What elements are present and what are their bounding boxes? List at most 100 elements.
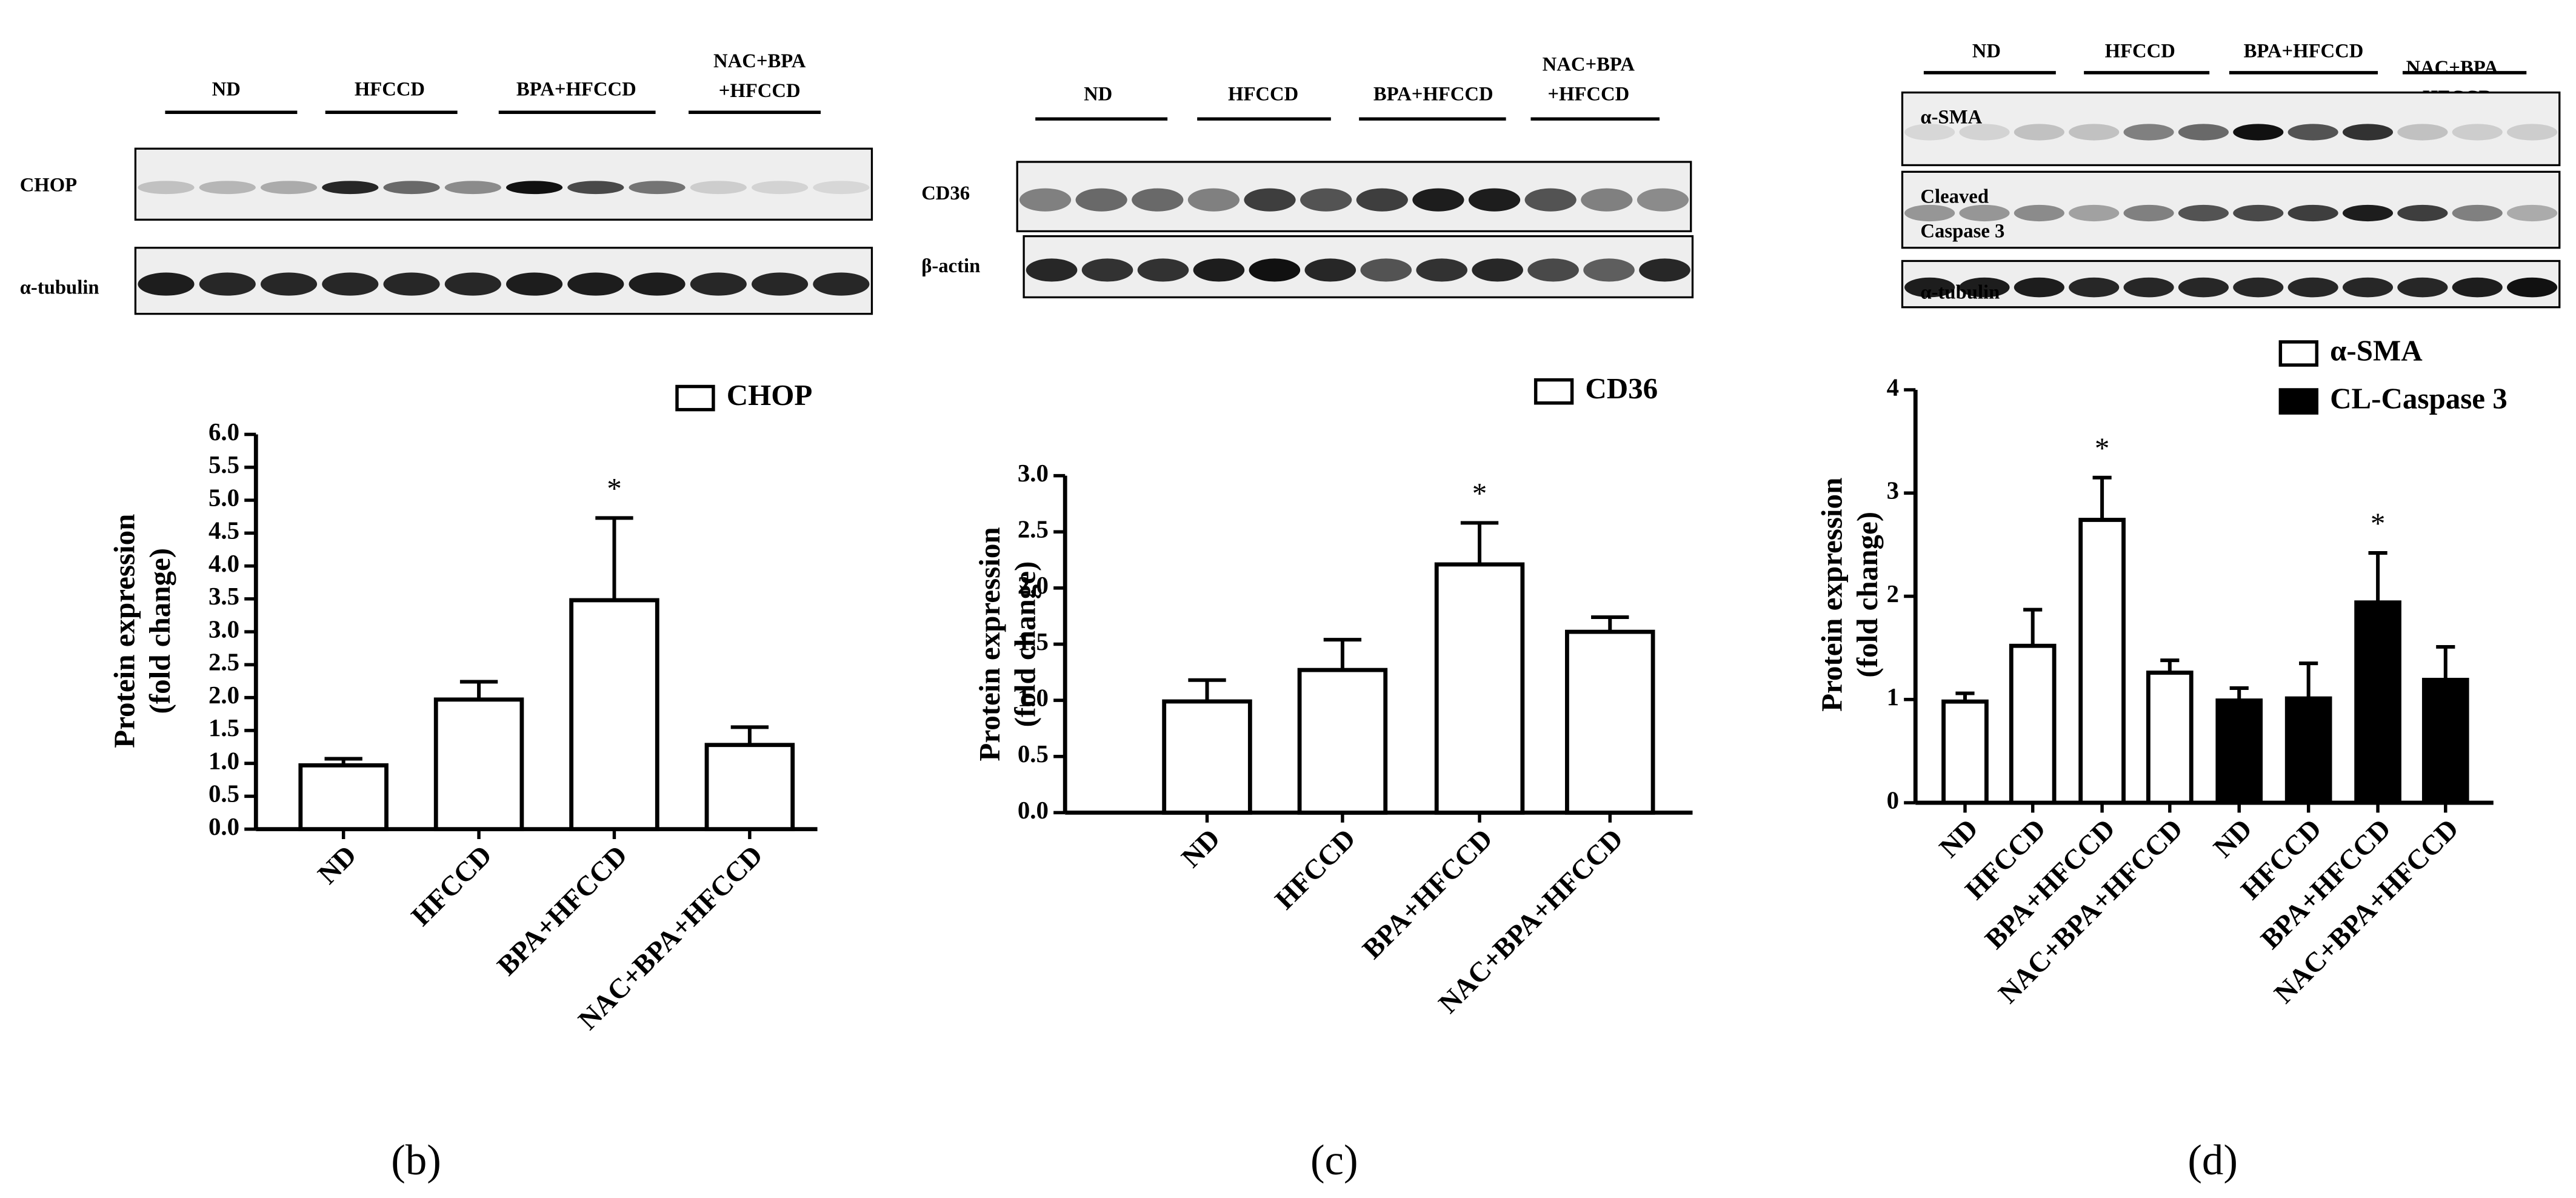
error-bar	[1591, 615, 1629, 632]
bar	[1297, 668, 1388, 815]
blot-band	[1527, 258, 1579, 282]
bar	[2284, 696, 2332, 805]
bar	[1434, 562, 1525, 815]
bar	[2009, 643, 2057, 805]
blot-band	[1300, 188, 1352, 212]
blot-band	[2342, 204, 2394, 222]
blot-band	[1356, 188, 1408, 212]
blot-band	[2452, 124, 2503, 141]
blot-band	[1304, 258, 1356, 282]
panel-label: (b)	[391, 1137, 441, 1184]
blot-band	[1193, 258, 1245, 282]
error-bar	[1323, 638, 1362, 671]
blot-group-label: HFCCD	[1228, 84, 1298, 105]
panel-0: ND HFCCD BPA+HFCCDNAC+BPA+HFCCDCHOPα-tubul…	[20, 50, 873, 1184]
annotation: *	[2095, 431, 2110, 464]
y-axis-label: Protein expression (fold change)	[108, 514, 177, 748]
y-axis-label: Protein expression (fold change)	[973, 527, 1042, 761]
legend-label: α-SMA	[2330, 333, 2423, 367]
blot-band	[1468, 188, 1521, 212]
blot-band	[2397, 124, 2448, 141]
blot-band	[1524, 188, 1577, 212]
blot-group-label: +HFCCD	[1547, 84, 1629, 105]
bar	[2421, 678, 2469, 805]
y-tick-label: 6.0	[209, 418, 239, 446]
blot-band	[1581, 188, 1633, 212]
bar	[704, 743, 795, 832]
blot-band	[1416, 258, 1468, 282]
blot-band	[2287, 204, 2338, 222]
error-bar	[2229, 686, 2249, 701]
blot-band	[1959, 277, 2010, 298]
blot-group-label: HFCCD	[2105, 41, 2175, 62]
bar	[1162, 699, 1252, 815]
y-tick-label: 0.5	[1018, 740, 1049, 768]
blot-band	[1360, 258, 1412, 282]
blot-band	[1081, 258, 1133, 282]
blot-band	[138, 181, 195, 195]
bar	[1941, 699, 1989, 805]
blot-band	[383, 272, 440, 296]
y-tick-label: 3	[1887, 477, 1899, 504]
blot-band	[567, 272, 624, 296]
blot-group-label: HFCCD	[355, 78, 425, 100]
bar	[2354, 600, 2401, 805]
x-tick-label: HFCCD	[1269, 823, 1361, 915]
blot-band	[1472, 258, 1523, 282]
blot-strip	[1901, 91, 2561, 167]
blot-row-label: β-actin	[921, 255, 980, 277]
blot-band	[2014, 124, 2064, 141]
blot-group-label: ND	[1084, 84, 1112, 105]
bar	[433, 697, 524, 832]
blot-row-label: CHOP	[20, 174, 77, 196]
legend-label: CL-Caspase 3	[2330, 381, 2508, 415]
blot-band	[690, 181, 747, 195]
blot-band	[199, 272, 256, 296]
blot-strip	[1901, 259, 2561, 309]
blot-band	[2014, 277, 2064, 298]
legend-swatch	[1533, 378, 1574, 405]
blot-band	[2123, 124, 2174, 141]
error-bar	[2092, 475, 2112, 520]
blot-row-label: Caspase 3	[1920, 221, 2004, 243]
blot-band	[1026, 258, 1078, 282]
blot-band	[506, 181, 563, 195]
blot-band	[2123, 204, 2174, 222]
bar	[2215, 698, 2263, 805]
blot-band	[2178, 204, 2229, 222]
blot-band	[2178, 277, 2229, 298]
blot-band	[1075, 188, 1127, 212]
blot-band	[752, 272, 809, 296]
blot-band	[2397, 204, 2448, 222]
blot-group-label: BPA+HFCCD	[516, 78, 636, 100]
y-tick-label: 2.0	[1018, 572, 1049, 599]
blot-band	[2342, 277, 2394, 298]
y-tick-label: 1.5	[1018, 628, 1049, 655]
y-axis-label: Protein expression (fold change)	[1815, 478, 1884, 712]
blot-band	[2452, 204, 2503, 222]
blot-band	[199, 181, 256, 195]
y-tick-label: 2	[1887, 580, 1899, 607]
x-tick-label: BPA+HFCCD	[1357, 823, 1499, 965]
blot-group-label: BPA+HFCCD	[2244, 41, 2364, 62]
y-tick-label: 4	[1887, 373, 1899, 401]
y-label-line: (fold change)	[1009, 561, 1042, 728]
blot-band	[567, 181, 624, 195]
blot-band	[2342, 124, 2394, 141]
y-tick-label: 1	[1887, 683, 1899, 711]
blot-band	[2507, 277, 2558, 298]
blot-band	[1249, 258, 1301, 282]
error-bar	[2368, 550, 2387, 603]
y-tick-label: 2.0	[209, 681, 239, 709]
x-tick-label: ND	[2208, 813, 2258, 863]
blot-group-label: ND	[1972, 41, 2001, 62]
blot-band	[322, 272, 379, 296]
blot-band	[1959, 124, 2010, 141]
blot-strip	[134, 147, 873, 221]
blot-group-label: ND	[212, 78, 241, 100]
blot-band	[1904, 204, 1955, 222]
bar	[569, 598, 659, 832]
blot-band	[1132, 188, 1184, 212]
